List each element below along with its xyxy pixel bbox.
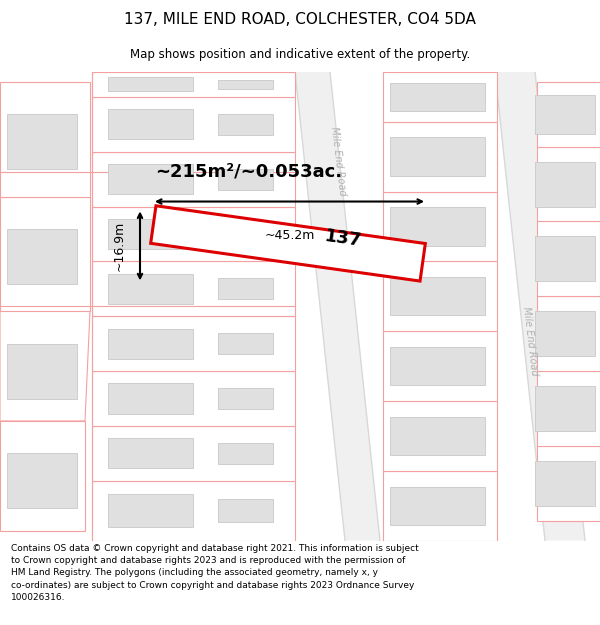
Polygon shape xyxy=(383,471,497,541)
Polygon shape xyxy=(218,442,272,464)
Polygon shape xyxy=(218,388,272,409)
Polygon shape xyxy=(107,164,193,194)
Polygon shape xyxy=(218,499,272,522)
Text: 137: 137 xyxy=(323,227,363,250)
Polygon shape xyxy=(218,223,272,244)
Polygon shape xyxy=(92,72,295,97)
Text: Mile End Road: Mile End Road xyxy=(521,306,539,376)
Polygon shape xyxy=(92,426,295,481)
Polygon shape xyxy=(389,83,485,111)
Polygon shape xyxy=(389,417,485,455)
Polygon shape xyxy=(537,446,600,521)
Polygon shape xyxy=(389,277,485,316)
Polygon shape xyxy=(92,261,295,316)
Polygon shape xyxy=(92,316,295,371)
Text: Mile End Road: Mile End Road xyxy=(329,126,347,197)
Polygon shape xyxy=(107,274,193,304)
Text: Map shows position and indicative extent of the property.: Map shows position and indicative extent… xyxy=(130,48,470,61)
Polygon shape xyxy=(107,383,193,414)
Text: ~45.2m: ~45.2m xyxy=(265,229,314,242)
Polygon shape xyxy=(537,82,600,147)
Polygon shape xyxy=(92,371,295,426)
Polygon shape xyxy=(535,311,595,356)
Polygon shape xyxy=(0,311,90,421)
Polygon shape xyxy=(218,79,272,89)
Polygon shape xyxy=(92,97,295,152)
Polygon shape xyxy=(535,95,595,134)
Polygon shape xyxy=(218,278,272,299)
Polygon shape xyxy=(7,229,77,284)
Polygon shape xyxy=(535,162,595,206)
Polygon shape xyxy=(535,461,595,506)
Polygon shape xyxy=(537,221,600,296)
Polygon shape xyxy=(218,169,272,189)
Polygon shape xyxy=(7,114,77,169)
Polygon shape xyxy=(383,261,497,331)
Polygon shape xyxy=(383,331,497,401)
Polygon shape xyxy=(537,371,600,446)
Polygon shape xyxy=(535,236,595,281)
Text: ~215m²/~0.053ac.: ~215m²/~0.053ac. xyxy=(155,162,342,181)
Polygon shape xyxy=(389,347,485,385)
Polygon shape xyxy=(107,329,193,359)
Polygon shape xyxy=(7,344,77,399)
Polygon shape xyxy=(389,208,485,246)
Text: 137, MILE END ROAD, COLCHESTER, CO4 5DA: 137, MILE END ROAD, COLCHESTER, CO4 5DA xyxy=(124,12,476,27)
Text: ~16.9m: ~16.9m xyxy=(113,221,126,271)
Polygon shape xyxy=(383,122,497,191)
Polygon shape xyxy=(383,191,497,261)
Polygon shape xyxy=(537,147,600,221)
Polygon shape xyxy=(92,481,295,541)
Polygon shape xyxy=(107,494,193,527)
Polygon shape xyxy=(107,438,193,469)
Polygon shape xyxy=(151,206,425,281)
Polygon shape xyxy=(383,401,497,471)
Polygon shape xyxy=(0,196,90,311)
Polygon shape xyxy=(218,333,272,354)
Polygon shape xyxy=(107,109,193,139)
Text: Contains OS data © Crown copyright and database right 2021. This information is : Contains OS data © Crown copyright and d… xyxy=(11,544,419,602)
Polygon shape xyxy=(383,72,497,122)
Polygon shape xyxy=(7,453,77,508)
Polygon shape xyxy=(218,114,272,135)
Polygon shape xyxy=(107,219,193,249)
Polygon shape xyxy=(389,138,485,176)
Polygon shape xyxy=(0,82,90,196)
Polygon shape xyxy=(107,78,193,91)
Polygon shape xyxy=(389,486,485,525)
Polygon shape xyxy=(295,72,380,541)
Polygon shape xyxy=(535,386,595,431)
Polygon shape xyxy=(0,421,85,531)
Polygon shape xyxy=(92,152,295,206)
Polygon shape xyxy=(92,206,295,261)
Polygon shape xyxy=(495,72,585,541)
Polygon shape xyxy=(537,296,600,371)
